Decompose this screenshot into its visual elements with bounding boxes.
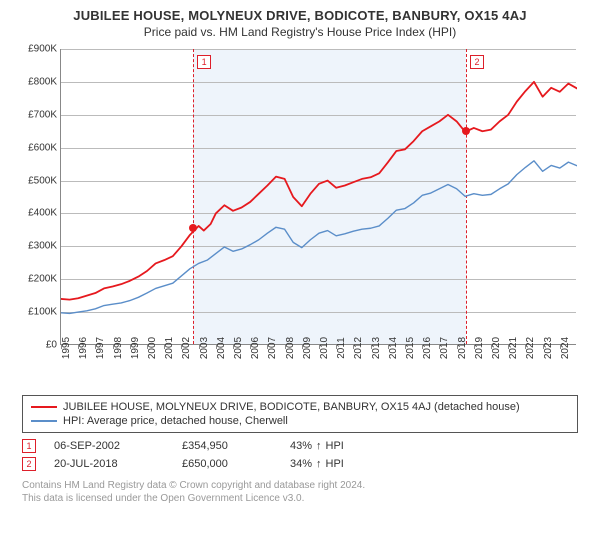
transaction-row: 1 06-SEP-2002 £354,950 43% ↑ HPI xyxy=(22,437,578,455)
price-chart: £0 £100K £200K £300K £400K £500K £600K £700K £80… xyxy=(16,43,584,385)
transaction-price: £650,000 xyxy=(182,458,272,470)
y-axis-label: £200K xyxy=(28,274,57,285)
legend: JUBILEE HOUSE, MOLYNEUX DRIVE, BODICOTE,… xyxy=(22,395,578,433)
up-arrow-icon: ↑ xyxy=(316,458,322,470)
plot-area: £0£100K£200K£300K£400K£500K£600K£700K£80… xyxy=(60,49,576,345)
legend-label-property: JUBILEE HOUSE, MOLYNEUX DRIVE, BODICOTE,… xyxy=(63,401,520,413)
transaction-price: £354,950 xyxy=(182,440,272,452)
y-axis-label: £0 xyxy=(46,340,57,351)
y-axis-label: £400K xyxy=(28,208,57,219)
transaction-hpi: 43% ↑ HPI xyxy=(290,440,400,452)
series-property xyxy=(61,82,577,300)
legend-label-hpi: HPI: Average price, detached house, Cher… xyxy=(63,415,288,427)
transaction-row: 2 20-JUL-2018 £650,000 34% ↑ HPI xyxy=(22,455,578,473)
transaction-table: 1 06-SEP-2002 £354,950 43% ↑ HPI 2 20-JU… xyxy=(22,437,578,473)
transaction-marker-2: 2 xyxy=(22,457,36,471)
transaction-date: 06-SEP-2002 xyxy=(54,440,164,452)
chart-title: JUBILEE HOUSE, MOLYNEUX DRIVE, BODICOTE,… xyxy=(16,8,584,23)
y-axis-label: £100K xyxy=(28,307,57,318)
y-axis-label: £700K xyxy=(28,109,57,120)
y-axis-label: £900K xyxy=(28,44,57,55)
y-axis-label: £800K xyxy=(28,76,57,87)
legend-swatch-property xyxy=(31,406,57,408)
up-arrow-icon: ↑ xyxy=(316,440,322,452)
transaction-marker-1: 1 xyxy=(22,439,36,453)
y-axis-label: £600K xyxy=(28,142,57,153)
transaction-hpi: 34% ↑ HPI xyxy=(290,458,400,470)
transaction-date: 20-JUL-2018 xyxy=(54,458,164,470)
y-axis-label: £300K xyxy=(28,241,57,252)
series-lines xyxy=(61,49,577,345)
attribution-footer: Contains HM Land Registry data © Crown c… xyxy=(22,479,578,505)
legend-swatch-hpi xyxy=(31,420,57,422)
y-axis-label: £500K xyxy=(28,175,57,186)
chart-subtitle: Price paid vs. HM Land Registry's House … xyxy=(16,25,584,39)
